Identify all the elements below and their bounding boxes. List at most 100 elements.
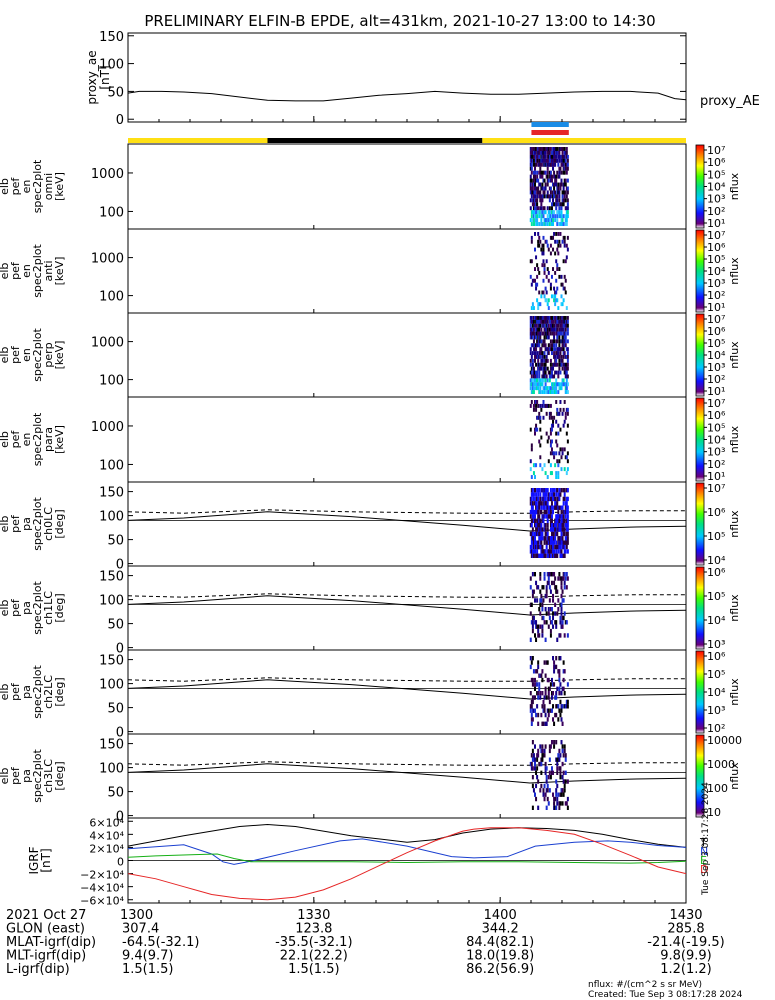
spectrogram-pixel xyxy=(542,323,545,328)
proxy-ae-ylabel: proxy_ae [nT] xyxy=(85,50,112,104)
pitch-pixel xyxy=(542,488,545,493)
pitch-ytick-label: 150 xyxy=(99,570,124,585)
spectrogram-pixel xyxy=(550,206,553,211)
pitch-pixel xyxy=(552,488,555,493)
spectrogram-pixel xyxy=(555,198,558,203)
spectrogram-pixel xyxy=(563,335,566,340)
pitch-pixel xyxy=(550,531,553,537)
spectrogram-pixel xyxy=(556,355,559,359)
energy-ylabel-0-line: elb xyxy=(0,178,11,195)
spectrogram-pixel xyxy=(534,463,537,468)
pitch-pixel xyxy=(541,691,544,696)
pitch-pixel xyxy=(543,540,546,545)
spectrogram-pixel xyxy=(550,202,553,207)
pitch-pixel xyxy=(560,607,563,612)
pitch-pixel xyxy=(545,779,548,784)
spectrogram-pixel xyxy=(549,327,552,332)
spectrogram-pixel xyxy=(550,319,553,324)
igrf-ytick-label: 6×10⁴ xyxy=(89,816,124,829)
spectrogram-pixel xyxy=(550,235,553,240)
spectrogram-pixel xyxy=(546,154,549,159)
pitch-pixel xyxy=(557,669,560,674)
spectrogram-pixel xyxy=(553,298,556,303)
spectrogram-pixel xyxy=(561,323,564,328)
spectrogram-pixel xyxy=(545,158,548,163)
spectrogram-pixel xyxy=(562,423,565,428)
pitch-pixel xyxy=(558,673,561,678)
spectrogram-pixel xyxy=(538,222,541,226)
pitch-pixel xyxy=(531,488,534,493)
pitch-pixel xyxy=(547,708,550,713)
spectrogram-pixel xyxy=(543,190,546,195)
pitch-pixel xyxy=(537,518,540,523)
spectrogram-pixel xyxy=(553,374,556,379)
pitch-pixel xyxy=(550,505,553,510)
spectrogram-pixel xyxy=(545,316,548,320)
pitch-pixel xyxy=(544,523,547,528)
colorbar-title: nflux xyxy=(728,762,741,790)
spectrogram-pixel xyxy=(536,190,539,195)
pitch-pixel xyxy=(535,523,538,528)
spectrogram-pixel xyxy=(553,455,556,460)
spectrogram-pixel xyxy=(563,166,566,171)
pitch-pixel xyxy=(529,501,532,506)
spectrogram-pixel xyxy=(531,335,534,340)
pitch-pixel xyxy=(538,501,541,506)
spectrogram-pixel xyxy=(562,286,565,291)
spectrogram-pixel xyxy=(535,335,538,340)
spectrogram-pixel xyxy=(547,435,550,440)
pitch-ylabel-2-line: pef xyxy=(9,682,22,701)
colorbar-title: nflux xyxy=(728,341,741,369)
pitch-pixel xyxy=(544,761,547,767)
spectrogram-pixel xyxy=(557,202,560,207)
pitch-pixel xyxy=(554,664,557,670)
pitch-pixel xyxy=(563,633,566,638)
spectrogram-pixel xyxy=(536,355,539,359)
spectrogram-pixel xyxy=(529,347,532,352)
igrf-legend-D: D xyxy=(700,863,708,876)
spectrogram-pixel xyxy=(538,355,541,359)
spectrogram-pixel xyxy=(549,251,552,256)
pitch-pixel xyxy=(531,527,534,532)
spectrogram-pixel xyxy=(543,374,546,379)
pitch-pixel xyxy=(530,602,533,607)
pitch-pixel xyxy=(529,531,532,537)
spectrogram-pixel xyxy=(545,319,548,324)
pitch-pixel xyxy=(559,615,562,621)
pitch-pixel xyxy=(548,585,551,590)
spectrogram-pixel xyxy=(532,382,535,387)
spectrogram-pixel xyxy=(553,154,556,159)
spectrogram-pixel xyxy=(529,162,532,167)
spectrogram-pixel xyxy=(547,327,550,332)
spectrogram-pixel xyxy=(544,218,547,223)
spectrogram-pixel xyxy=(547,150,550,155)
spectrogram-pixel xyxy=(540,366,543,371)
colorbar-tick-label: 10⁷ xyxy=(707,397,725,410)
pitch-pixel xyxy=(545,805,548,810)
spectrogram-pixel xyxy=(530,170,533,175)
spectrogram-pixel xyxy=(558,206,561,211)
pitch-pixel xyxy=(543,553,546,558)
spectrogram-pixel xyxy=(545,390,548,394)
pitch-pixel xyxy=(563,783,566,789)
spectrogram-pixel xyxy=(535,370,538,375)
spectrogram-pixel xyxy=(563,343,566,348)
pitch-ylabel-3-line: spec2plot xyxy=(31,749,44,803)
spectrogram-pixel xyxy=(546,190,549,195)
pitch-pixel xyxy=(563,748,566,754)
pitch-pixel xyxy=(564,509,567,515)
pitch-pixel xyxy=(559,523,562,528)
spectrogram-pixel xyxy=(532,182,535,187)
spectrogram-pixel xyxy=(534,186,537,191)
spectrogram-pixel xyxy=(529,154,532,159)
spectrogram-pixel xyxy=(561,158,564,163)
spectrogram-pixel xyxy=(548,378,551,383)
pitch-pixel xyxy=(549,505,552,510)
spectrogram-pixel xyxy=(549,218,552,223)
pitch-pixel xyxy=(544,488,547,493)
spectrogram-pixel xyxy=(538,374,541,379)
spectrogram-pixel xyxy=(530,443,533,448)
colorbar-tick-label: 10⁴ xyxy=(707,349,726,362)
pitch-pixel xyxy=(561,775,564,780)
spectrogram-pixel xyxy=(538,362,541,367)
